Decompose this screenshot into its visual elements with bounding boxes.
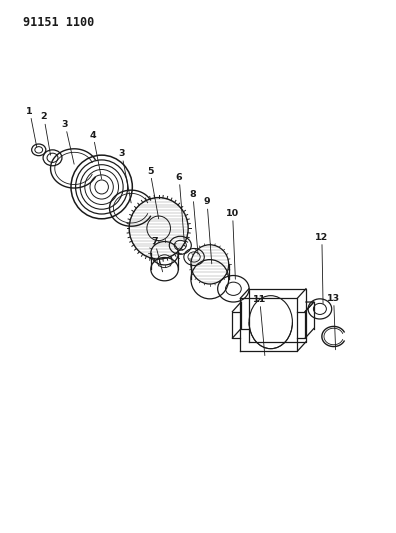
Text: 3: 3	[62, 120, 74, 164]
Text: 4: 4	[90, 131, 102, 179]
Text: 11: 11	[253, 295, 267, 356]
Text: 8: 8	[190, 190, 198, 254]
Text: 5: 5	[147, 166, 159, 219]
Text: 10: 10	[226, 209, 239, 279]
Text: 2: 2	[40, 112, 51, 155]
Text: 12: 12	[315, 233, 329, 304]
Text: 9: 9	[204, 197, 212, 264]
Text: 7: 7	[151, 237, 163, 272]
Text: 91151 1100: 91151 1100	[23, 16, 94, 29]
Text: 3: 3	[118, 149, 131, 203]
Text: 6: 6	[176, 173, 184, 241]
Text: 13: 13	[327, 294, 340, 350]
Text: 1: 1	[27, 107, 37, 147]
